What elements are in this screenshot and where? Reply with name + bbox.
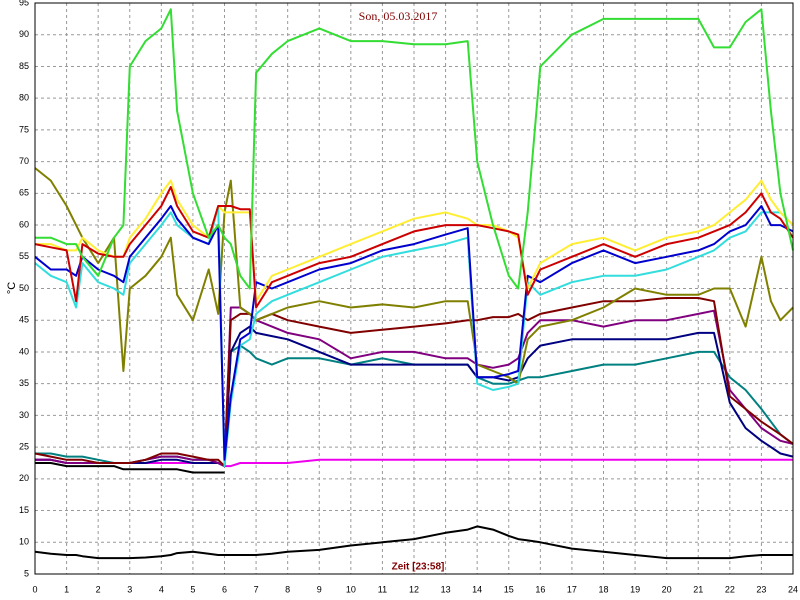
- x-tick-label: 17: [567, 584, 577, 594]
- x-tick-label: 5: [190, 584, 195, 594]
- y-tick-label: 70: [19, 156, 29, 166]
- series-line: [34, 205, 794, 468]
- x-tick-label: 10: [346, 584, 356, 594]
- x-tick-label: 11: [378, 584, 387, 594]
- y-tick-label: 85: [19, 61, 29, 71]
- x-tick-label: 23: [756, 584, 766, 594]
- y-tick-label: 50: [19, 283, 29, 293]
- y-tick-label: 60: [19, 219, 29, 229]
- plot-lines: [34, 8, 794, 560]
- x-tick-label: 4: [159, 584, 164, 594]
- y-tick-label: 20: [19, 473, 29, 483]
- x-tick-label: 3: [127, 584, 132, 594]
- series-line: [35, 8, 794, 290]
- y-tick-label: 45: [19, 315, 29, 325]
- y-tick-label: 30: [19, 410, 29, 420]
- y-tick-label: 55: [19, 251, 29, 261]
- x-tick-label: 6: [222, 584, 227, 594]
- y-tick-label: 25: [19, 441, 29, 451]
- y-axis-label: °C: [6, 282, 18, 294]
- chart-title: Son, 05.03.2017: [359, 9, 438, 23]
- y-tick-label: 40: [19, 346, 29, 356]
- y-tick-label: 90: [19, 29, 29, 39]
- x-tick-label: 24: [788, 584, 798, 594]
- x-tick-label: 8: [285, 584, 290, 594]
- series-line: [34, 525, 793, 560]
- x-tick-label: 9: [317, 584, 322, 594]
- y-tick-label: 65: [19, 188, 29, 198]
- x-tick-label: 2: [96, 584, 101, 594]
- series-line: [35, 462, 225, 474]
- y-tick-label: 95: [19, 0, 29, 7]
- x-tick-label: 7: [254, 584, 259, 594]
- series-line: [34, 297, 794, 468]
- plot-frame: [34, 2, 794, 575]
- y-tick-label: 10: [19, 537, 29, 547]
- series-line: [34, 205, 794, 461]
- x-tick-label: 19: [630, 584, 640, 594]
- x-tick-label: 13: [441, 584, 451, 594]
- x-tick-label: 15: [504, 584, 514, 594]
- x-tick-label: 18: [598, 584, 608, 594]
- x-tick-label: 1: [64, 584, 69, 594]
- x-axis-label: Zeit [23:58]: [392, 562, 445, 573]
- y-tick-label: 15: [19, 505, 29, 515]
- series-line: [34, 186, 794, 309]
- y-tick-label: 75: [19, 124, 29, 134]
- x-tick-label: 14: [472, 584, 482, 594]
- x-tick-label: 16: [535, 584, 545, 594]
- x-tick-label: 12: [409, 584, 419, 594]
- x-tick-label: 20: [662, 584, 672, 594]
- x-tick-label: 21: [693, 584, 703, 594]
- x-tick-label: 0: [32, 584, 37, 594]
- x-tick-label: 22: [725, 584, 735, 594]
- y-tick-label: 80: [19, 93, 29, 103]
- y-tick-label: 5: [24, 568, 29, 578]
- series-line: [35, 179, 794, 303]
- series-line: [34, 167, 794, 385]
- y-tick-label: 35: [19, 378, 29, 388]
